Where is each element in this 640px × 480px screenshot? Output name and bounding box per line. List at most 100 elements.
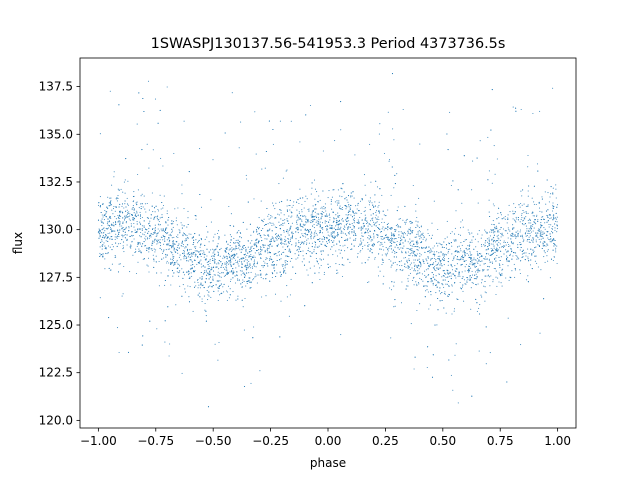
data-point <box>480 253 482 255</box>
data-point <box>296 209 298 211</box>
data-point <box>302 197 304 199</box>
data-point <box>298 242 300 244</box>
data-point <box>348 214 350 216</box>
data-point <box>298 217 300 219</box>
data-point <box>152 242 154 244</box>
data-point <box>260 236 262 238</box>
data-point <box>523 217 525 219</box>
data-point <box>109 227 112 229</box>
data-point <box>438 273 440 276</box>
data-point <box>477 283 479 285</box>
data-point <box>251 250 253 252</box>
data-point <box>381 218 383 220</box>
data-point <box>483 258 485 260</box>
data-point <box>187 285 189 287</box>
data-point <box>507 214 509 216</box>
data-point <box>254 276 256 278</box>
data-point <box>368 244 370 246</box>
data-point <box>500 227 502 229</box>
data-point <box>164 284 166 286</box>
data-point <box>160 157 162 159</box>
data-point <box>210 199 212 201</box>
data-point <box>229 256 231 258</box>
data-point <box>289 251 291 253</box>
data-point <box>552 225 554 228</box>
data-point <box>464 255 466 257</box>
data-point <box>154 238 156 240</box>
data-point <box>457 189 459 191</box>
data-point <box>480 282 483 284</box>
data-point <box>416 236 418 238</box>
data-point <box>150 236 152 238</box>
data-point <box>262 221 264 223</box>
data-point <box>312 205 314 207</box>
data-point <box>110 231 113 233</box>
data-point <box>114 255 116 257</box>
data-point <box>535 232 537 234</box>
data-point <box>322 190 324 192</box>
data-point <box>361 227 363 229</box>
data-point <box>540 238 542 240</box>
data-point <box>406 285 408 287</box>
data-point <box>550 258 553 260</box>
data-point <box>339 222 341 224</box>
data-point <box>280 209 282 211</box>
data-point <box>421 234 423 236</box>
data-point <box>471 189 473 191</box>
data-point <box>493 232 495 234</box>
data-point <box>282 242 284 244</box>
data-point <box>235 239 237 241</box>
data-point <box>277 213 279 215</box>
data-point <box>172 244 174 246</box>
data-point <box>345 224 347 226</box>
data-point <box>136 201 138 203</box>
data-point <box>521 213 523 215</box>
data-point <box>490 243 492 245</box>
data-point <box>102 222 104 224</box>
data-point <box>549 235 552 237</box>
data-point <box>552 87 554 89</box>
data-point <box>354 212 357 214</box>
data-point <box>175 220 177 222</box>
data-point <box>280 300 282 302</box>
data-point <box>212 266 214 268</box>
data-point <box>337 226 339 228</box>
data-point <box>406 259 408 261</box>
data-point <box>268 218 270 220</box>
data-point <box>161 258 163 260</box>
data-point <box>115 236 118 238</box>
data-point <box>476 278 478 280</box>
data-point <box>206 248 208 250</box>
data-point <box>296 222 298 224</box>
data-point <box>113 176 115 178</box>
data-point <box>281 238 283 240</box>
data-point <box>342 245 344 247</box>
data-point <box>500 256 502 258</box>
data-point <box>251 266 253 268</box>
data-point <box>163 231 165 233</box>
data-point <box>544 241 546 243</box>
data-point <box>269 280 271 282</box>
data-point <box>247 267 249 269</box>
data-point <box>291 237 293 239</box>
data-point <box>346 206 348 208</box>
data-point <box>393 238 395 240</box>
data-point <box>304 200 306 202</box>
data-point <box>284 219 286 221</box>
data-point <box>346 222 348 224</box>
data-point <box>512 235 514 237</box>
data-point <box>236 274 238 276</box>
data-point <box>353 220 355 222</box>
data-point <box>341 219 343 221</box>
data-point <box>463 260 466 262</box>
data-point <box>226 248 228 250</box>
data-point <box>504 241 507 244</box>
data-point <box>453 233 456 235</box>
data-point <box>443 264 445 266</box>
data-point <box>205 225 208 227</box>
data-point <box>413 268 416 270</box>
data-point <box>552 232 554 234</box>
data-point <box>123 181 125 183</box>
data-point <box>351 216 354 218</box>
data-point <box>352 210 354 212</box>
